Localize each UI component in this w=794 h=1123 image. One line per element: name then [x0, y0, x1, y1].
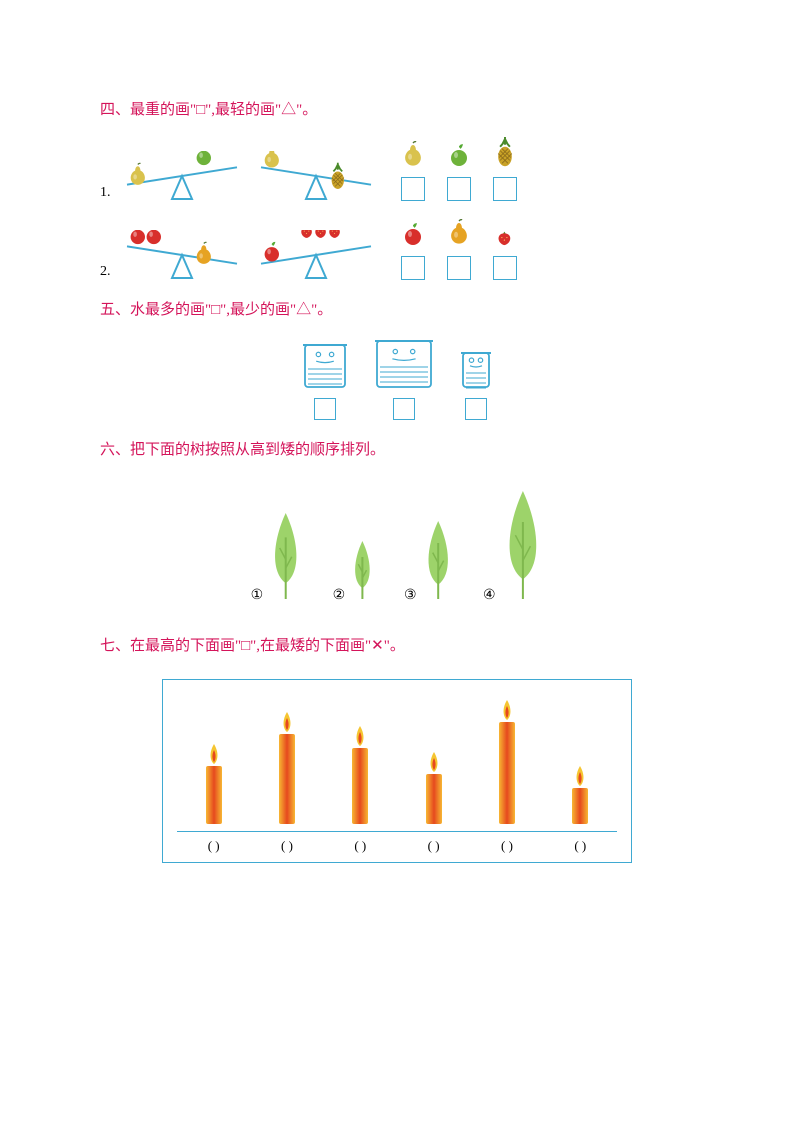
seesaw-group — [117, 151, 371, 201]
tree-icon — [269, 511, 302, 604]
candle-icon — [422, 750, 446, 831]
candle-icon — [495, 698, 519, 831]
q5-heading: 五、水最多的画"□",最少的画"△"。 — [100, 298, 694, 319]
answer-box[interactable] — [401, 177, 425, 201]
q4-row: 2. — [100, 219, 694, 280]
paren-row: ( ) ( ) ( ) ( ) ( ) ( ) — [177, 838, 617, 854]
seesaw-icon — [117, 151, 237, 201]
answer-box[interactable] — [401, 256, 425, 280]
answer-paren[interactable]: ( ) — [184, 838, 244, 854]
fruit-icon — [447, 144, 471, 173]
answer-box[interactable] — [393, 398, 415, 420]
answer-group — [401, 137, 517, 201]
beaker-item — [461, 349, 491, 420]
candle-icon — [275, 710, 299, 831]
tree-row: ① ② ③ ④ — [100, 489, 694, 604]
beaker-icon — [461, 349, 491, 394]
answer-paren[interactable]: ( ) — [404, 838, 464, 854]
beaker-icon — [303, 341, 347, 394]
fruit-icon — [447, 219, 471, 252]
answer-box[interactable] — [465, 398, 487, 420]
candle-frame: ( ) ( ) ( ) ( ) ( ) ( ) — [162, 679, 632, 863]
answer-box[interactable] — [493, 177, 517, 201]
tree-icon — [351, 539, 374, 604]
tree-label: ① — [251, 587, 264, 604]
tree-icon — [423, 519, 453, 604]
candle-row — [177, 698, 617, 832]
tree-item: ④ — [483, 489, 543, 604]
answer-box[interactable] — [447, 177, 471, 201]
answer-paren[interactable]: ( ) — [330, 838, 390, 854]
beaker-item — [375, 337, 433, 420]
answer-item — [401, 223, 425, 280]
answer-box[interactable] — [447, 256, 471, 280]
answer-box[interactable] — [314, 398, 336, 420]
fruit-icon — [493, 137, 517, 173]
answer-item — [493, 230, 517, 280]
beaker-item — [303, 341, 347, 420]
tree-icon — [502, 489, 544, 604]
row-number: 2. — [100, 264, 111, 280]
fruit-icon — [496, 230, 513, 252]
answer-box[interactable] — [493, 256, 517, 280]
tree-item: ② — [333, 539, 374, 604]
q4-row: 1. — [100, 137, 694, 201]
candle-icon — [348, 724, 372, 831]
beaker-row — [100, 337, 694, 420]
answer-item — [447, 219, 471, 280]
seesaw-group — [117, 230, 371, 280]
tree-label: ③ — [404, 587, 417, 604]
tree-label: ④ — [483, 587, 496, 604]
answer-group — [401, 219, 517, 280]
candle-icon — [202, 742, 226, 831]
tree-item: ① — [251, 511, 303, 604]
seesaw-icon — [117, 230, 237, 280]
answer-item — [493, 137, 517, 201]
row-number: 1. — [100, 185, 111, 201]
beaker-icon — [375, 337, 433, 394]
candle-icon — [568, 764, 592, 831]
fruit-icon — [401, 141, 425, 174]
tree-label: ② — [333, 587, 346, 604]
q6-heading: 六、把下面的树按照从高到矮的顺序排列。 — [100, 438, 694, 459]
answer-paren[interactable]: ( ) — [257, 838, 317, 854]
answer-item — [401, 141, 425, 202]
q4-heading: 四、最重的画"□",最轻的画"△"。 — [100, 98, 694, 119]
answer-paren[interactable]: ( ) — [550, 838, 610, 854]
fruit-icon — [401, 223, 425, 252]
seesaw-icon — [251, 230, 371, 280]
seesaw-icon — [251, 151, 371, 201]
answer-item — [447, 144, 471, 201]
answer-paren[interactable]: ( ) — [477, 838, 537, 854]
q7-heading: 七、在最高的下面画"□",在最矮的下面画"✕"。 — [100, 634, 694, 655]
tree-item: ③ — [404, 519, 453, 604]
